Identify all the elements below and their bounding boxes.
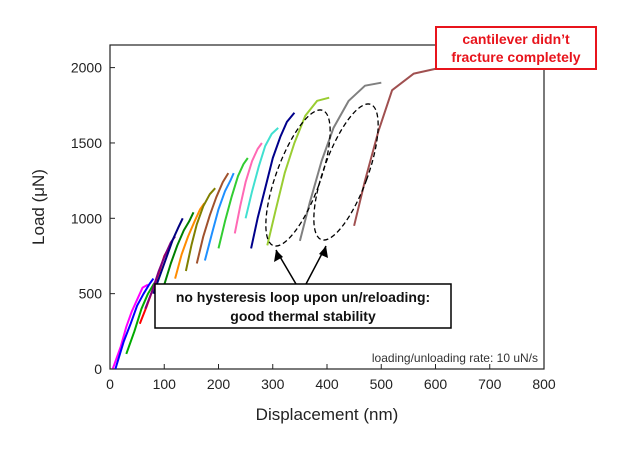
dashed-ellipse-right <box>313 103 379 241</box>
series-line-8 <box>174 202 206 279</box>
x-tick-label: 500 <box>370 376 394 392</box>
series-line-1 <box>111 283 149 370</box>
series-line-11 <box>203 172 235 261</box>
red-annotation-line-1: cantilever didn’t <box>462 31 570 47</box>
series-line-17 <box>298 81 382 242</box>
series-line-7 <box>163 211 195 285</box>
series-layer <box>111 66 512 370</box>
dashed-ellipse-left <box>265 109 331 247</box>
series-line-2 <box>114 278 155 370</box>
y-tick-label: 1500 <box>71 135 102 151</box>
x-tick-label: 100 <box>153 376 177 392</box>
rate-note: loading/unloading rate: 10 uN/s <box>372 351 538 365</box>
series-line-10 <box>195 172 230 264</box>
y-tick-label: 1000 <box>71 210 102 226</box>
series-line-15 <box>250 112 296 249</box>
red-annotation-box <box>435 26 597 70</box>
x-tick-label: 400 <box>315 376 339 392</box>
x-tick-label: 200 <box>207 376 231 392</box>
x-tick-label: 0 <box>106 376 114 392</box>
callout-arrowhead-right <box>319 246 328 258</box>
callout-line-2: good thermal stability <box>230 308 376 324</box>
callout-arrowhead-left <box>274 250 283 262</box>
y-axis-title: Load (μN) <box>29 169 48 245</box>
y-tick-label: 2000 <box>71 60 102 76</box>
series-line-16 <box>266 96 330 246</box>
series-line-12 <box>217 157 249 249</box>
series-line-18 <box>353 66 512 227</box>
y-tick-label: 500 <box>79 286 103 302</box>
series-line-13 <box>233 142 263 234</box>
x-tick-label: 300 <box>261 376 285 392</box>
x-tick-label: 600 <box>424 376 448 392</box>
axis-ticks: 0 100 200 300 400 500 600 700 800 0 500 1000 1500 200… <box>71 60 556 392</box>
series-line-9 <box>184 187 216 272</box>
series-line-14 <box>244 127 279 219</box>
callout-line-1: no hysteresis loop upon un/reloading: <box>176 289 430 305</box>
y-tick-label: 0 <box>94 361 102 377</box>
x-tick-label: 700 <box>478 376 502 392</box>
callout-box <box>154 283 452 329</box>
x-axis-title: Displacement (nm) <box>256 405 399 424</box>
series-line-6 <box>152 217 184 295</box>
red-annotation-line-2: fracture completely <box>451 49 580 65</box>
x-tick-label: 800 <box>532 376 556 392</box>
